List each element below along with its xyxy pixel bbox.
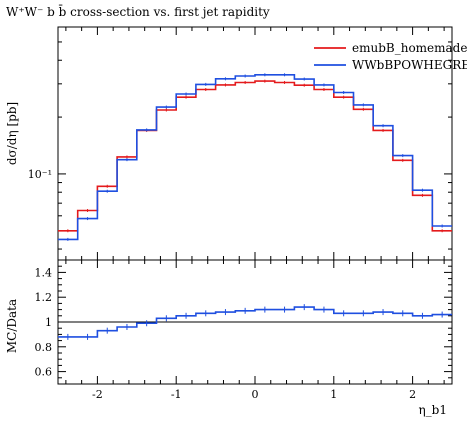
ratio-y-axis-label: MC/Data — [5, 299, 19, 353]
legend-label: WWbBPOWHEGRES — [352, 58, 467, 72]
chart-title: W⁺W⁻ b b̄ cross-section vs. first jet ra… — [6, 3, 270, 19]
ratio-x-tick-label: 0 — [252, 388, 259, 401]
ratio-y-tick-label: 1 — [45, 316, 52, 329]
ratio-x-tick-label: 2 — [409, 388, 416, 401]
ratio-y-tick-label: 0.8 — [35, 341, 53, 354]
ratio-y-tick-label: 1.4 — [35, 266, 53, 279]
main-y-tick-label: 10⁻¹ — [28, 168, 52, 181]
ratio-y-tick-label: 0.6 — [35, 366, 53, 379]
ratio-x-tick-label: 1 — [330, 388, 337, 401]
legend-label: emubB_homemade — [352, 41, 467, 55]
ratio-x-tick-label: -2 — [92, 388, 103, 401]
x-axis-label: η_b1 — [418, 403, 447, 417]
ratio-x-tick-label: -1 — [171, 388, 182, 401]
ratio-y-tick-label: 1.2 — [35, 291, 53, 304]
main-y-axis-label: dσ/dη [pb] — [5, 102, 19, 165]
